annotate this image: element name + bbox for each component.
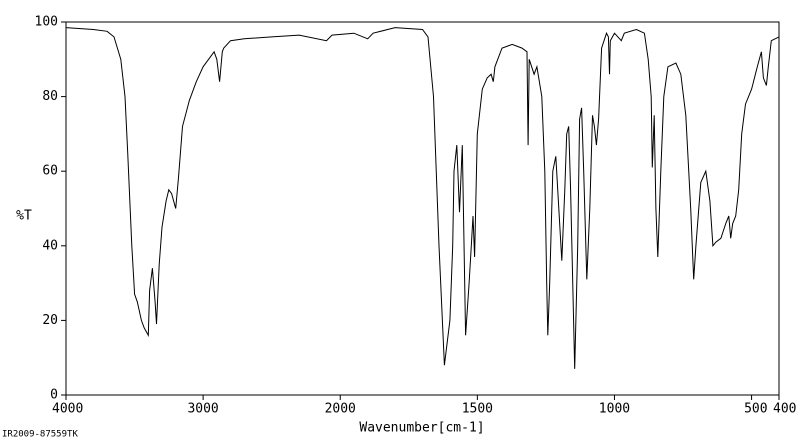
x-axis-label: Wavenumber[cm-1] [359,421,484,436]
x-tick-label: 1000 [599,402,630,417]
x-tick-label: 3000 [187,402,218,417]
y-tick-label: 20 [42,313,58,328]
spectrum-line [65,27,780,369]
x-tick-label: 1500 [462,402,493,417]
footer: IR2009-87559TK [2,430,78,440]
x-tick-label: 4000 [52,402,83,417]
plot-frame [65,21,780,396]
y-tick-label: 80 [42,89,58,104]
y-tick-label: 100 [35,15,58,30]
y-axis-label: %T [16,209,32,224]
x-tick-label: 400 [773,402,796,417]
x-tick-label: 500 [744,402,767,417]
y-tick-label: 60 [42,164,58,179]
y-tick-label: 0 [50,388,58,403]
x-tick-label: 2000 [325,402,356,417]
y-tick-label: 40 [42,238,58,253]
